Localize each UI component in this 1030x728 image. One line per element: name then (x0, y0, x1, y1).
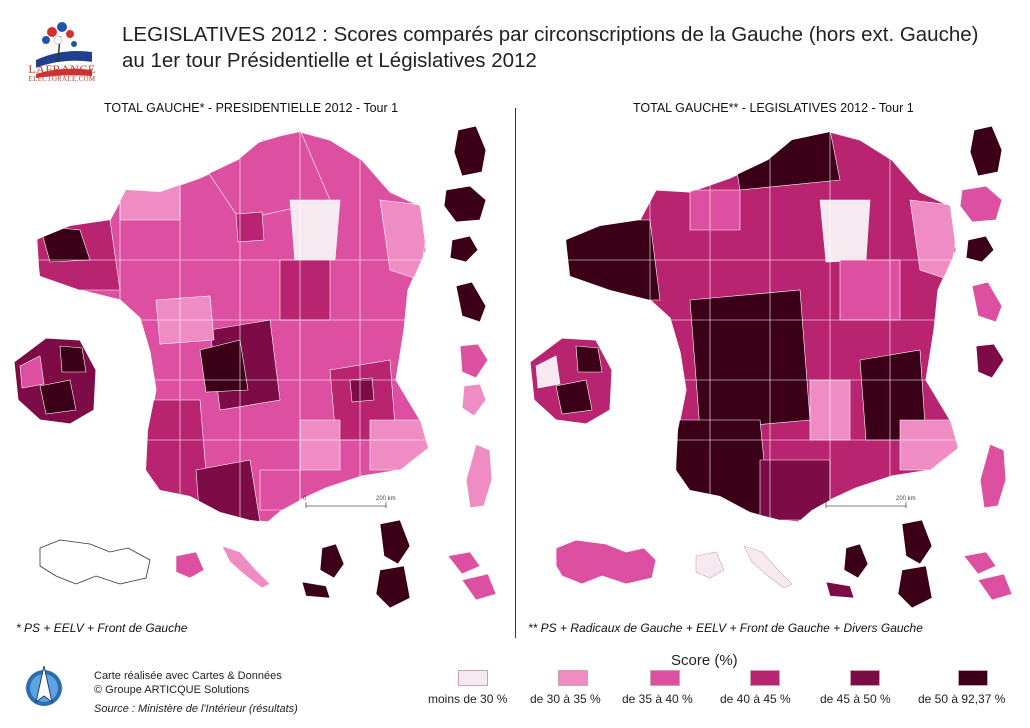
legend-label: de 35 à 40 % (622, 692, 693, 706)
legend-label: de 30 à 35 % (530, 692, 601, 706)
panel-divider (515, 108, 516, 638)
right-scale-start-label: 0 (823, 496, 827, 502)
legend-label: de 40 à 45 % (720, 692, 791, 706)
page-title: LEGISLATIVES 2012 : Scores comparés par … (122, 22, 978, 74)
credit-line-1: Carte réalisée avec Cartes & Données (94, 670, 282, 682)
logo-subtext: ELECTORALE.COM (28, 75, 96, 83)
right-panel-title: TOTAL GAUCHE** - LEGISLATIVES 2012 - Tou… (633, 101, 914, 115)
right-overseas-column (959, 125, 1005, 379)
title-line-1: LEGISLATIVES 2012 : Scores comparés par … (122, 23, 979, 46)
left-panel-note: * PS + EELV + Front de Gauche (16, 621, 188, 635)
left-overseas-column (443, 125, 489, 417)
articque-logo (26, 665, 62, 706)
legend-swatch (650, 670, 680, 686)
right-paris-inset (529, 337, 613, 425)
legend-label: de 45 à 50 % (820, 692, 891, 706)
legend-label: de 50 à 92,37 % (918, 692, 1006, 706)
logo-text: LAFRANCE (28, 62, 96, 76)
left-scale-end-label: 200 km (376, 496, 396, 502)
left-paris-inset (13, 337, 97, 425)
lafrance-electorale-logo (35, 22, 93, 78)
left-mainland-france-map (35, 131, 429, 523)
legend-title: Score (%) (671, 652, 738, 669)
legend-label: moins de 30 % (428, 692, 508, 706)
legend-swatch (958, 670, 988, 686)
left-scale-start-label: 0 (303, 496, 307, 502)
right-panel-note: ** PS + Radicaux de Gauche + EELV + Fron… (528, 621, 923, 635)
left-scale-bar (305, 502, 387, 508)
legend-swatch (850, 670, 880, 686)
left-bottom-overseas-row (39, 519, 497, 609)
right-mainland-france-map (565, 131, 959, 523)
legend-swatch (458, 670, 488, 686)
right-corsica-map (979, 443, 1007, 509)
right-bottom-overseas-row (555, 519, 1013, 609)
title-line-2: au 1er tour Présidentielle et Législativ… (122, 49, 537, 72)
left-panel-title: TOTAL GAUCHE* - PRESIDENTIELLE 2012 - To… (104, 101, 399, 115)
legend-swatch (558, 670, 588, 686)
legend-swatch (750, 670, 780, 686)
credit-line-2: © Groupe ARTICQUE Solutions (94, 684, 250, 696)
right-scale-bar (825, 502, 907, 508)
right-scale-end-label: 200 km (896, 496, 916, 502)
left-corsica-map (465, 443, 493, 509)
source-note: Source : Ministère de l'Intérieur (résul… (94, 703, 298, 715)
